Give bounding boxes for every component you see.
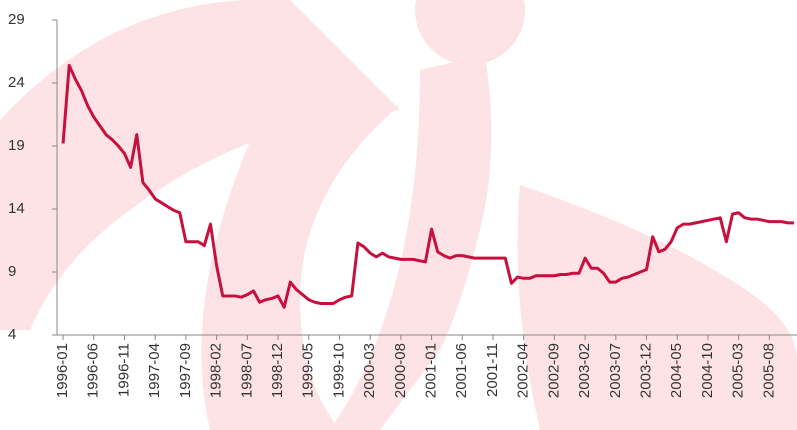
y-tick-label: 19 [8,137,25,154]
x-tick-label: 1996-06 [85,343,102,398]
x-tick-label: 2000-08 [392,343,409,398]
x-tick-label: 1997-09 [177,343,194,398]
x-tick-label: 1998-02 [208,343,225,398]
x-tick-label: 1998-07 [238,343,255,398]
y-tick-label: 9 [8,263,16,280]
x-tick-label: 2002-04 [515,343,532,398]
x-tick-label: 2005-03 [730,343,747,398]
x-tick-label: 2001-11 [484,343,501,397]
x-tick-label: 2004-05 [668,343,685,398]
x-tick-label: 2003-07 [607,343,624,398]
x-tick-label: 2003-02 [576,343,593,398]
y-tick-label: 24 [8,74,25,91]
x-tick-label: 1996-01 [54,343,71,398]
x-tick-label: 2003-12 [637,343,654,398]
x-tick-label: 2000-03 [361,343,378,398]
x-tick-label: 2001-01 [423,343,440,398]
x-tick-label: 2001-06 [453,343,470,398]
x-tick-label: 1999-05 [300,343,317,398]
x-tick-label: 1998-12 [269,343,286,398]
x-tick-label: 1996-11 [115,343,132,397]
y-tick-label: 29 [8,11,25,28]
x-tick-label: 2005-08 [760,343,777,398]
x-tick-label: 2004-10 [699,343,716,398]
y-tick-label: 4 [8,326,16,343]
line-series [61,63,794,309]
x-tick-label: 1997-04 [146,343,163,398]
x-tick-label: 2002-09 [545,343,562,398]
x-tick-label: 1999-10 [330,343,347,398]
y-tick-label: 14 [8,200,25,217]
